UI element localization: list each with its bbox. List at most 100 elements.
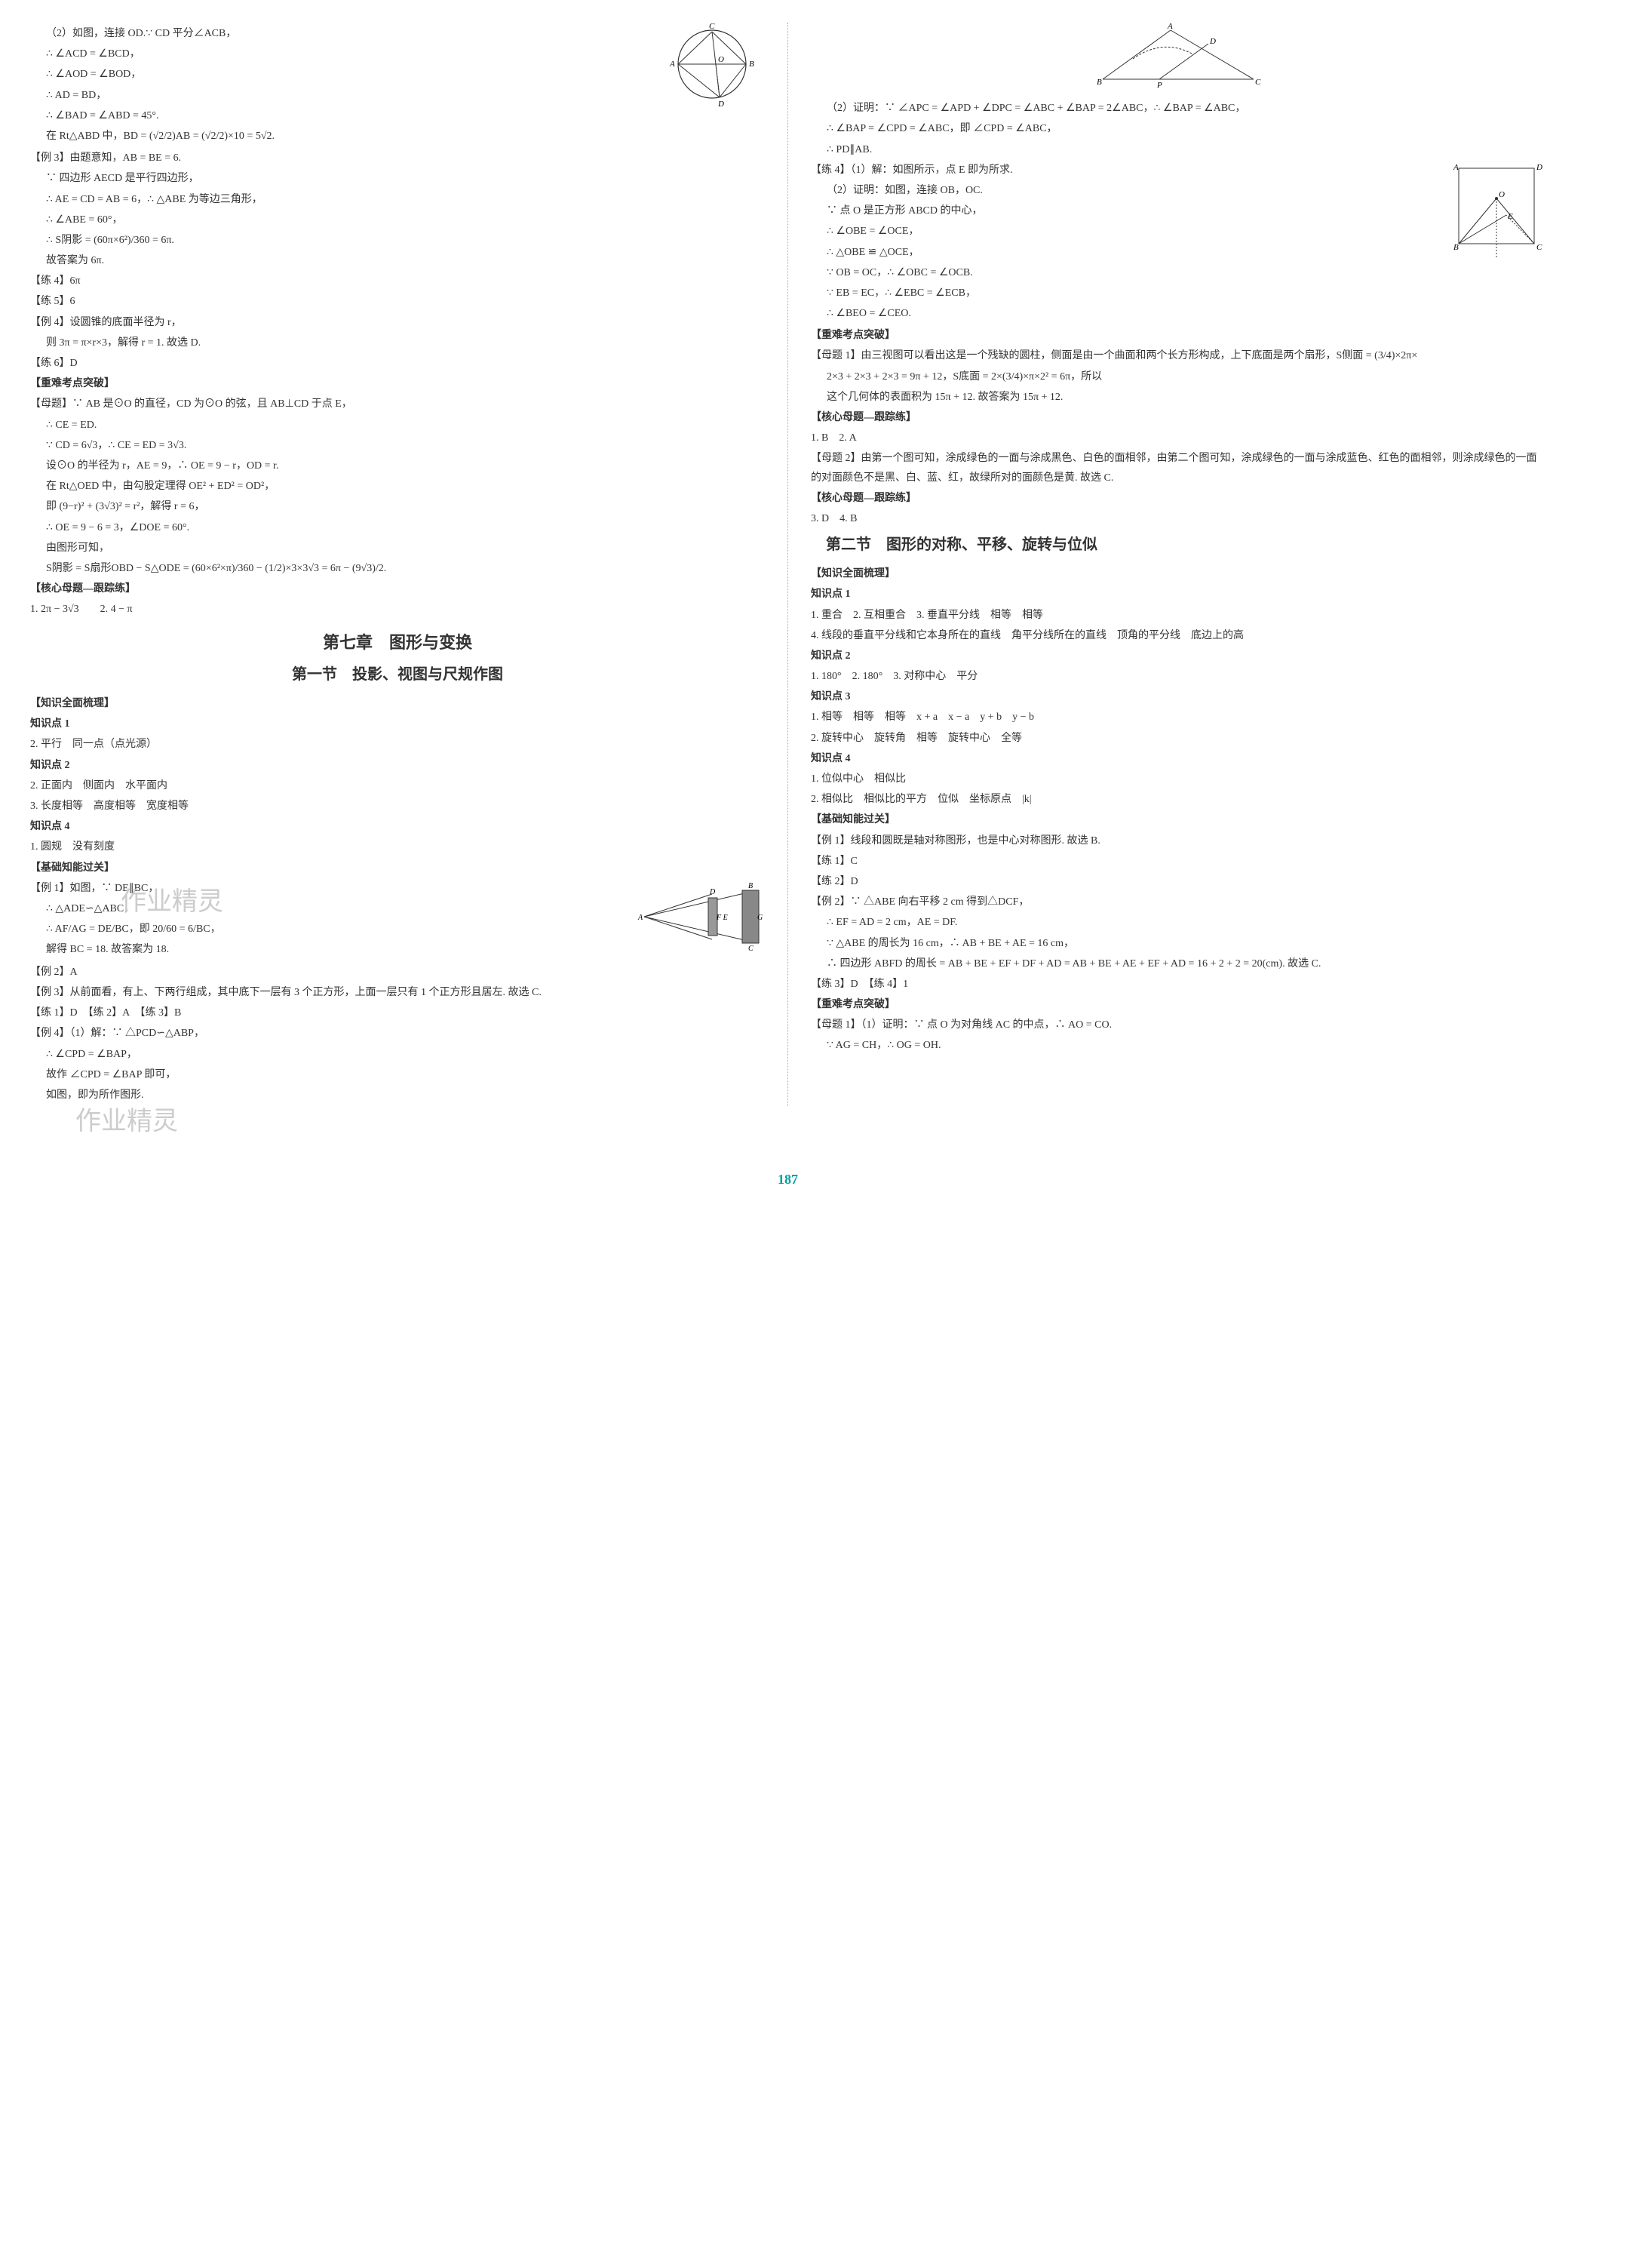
section-title: 第一节 投影、视图与尺规作图 bbox=[30, 661, 765, 688]
svg-text:A: A bbox=[637, 914, 643, 922]
example-2: 【例 2】∵ △ABE 向右平移 2 cm 得到△DCF， bbox=[811, 893, 1545, 911]
text: ∴ ∠BAD = ∠ABD = 45°. bbox=[46, 106, 765, 125]
text: 则 3π = π×r×3，解得 r = 1. 故选 D. bbox=[46, 333, 765, 352]
square-diagram: A D B C O E bbox=[1447, 161, 1545, 273]
text: ∴ AD = BD， bbox=[46, 86, 765, 105]
text: ∴ EF = AD = 2 cm，AE = DF. bbox=[827, 913, 1545, 932]
text: ∴ ∠BAP = ∠CPD = ∠ABC，即 ∠CPD = ∠ABC， bbox=[827, 119, 1545, 138]
svg-text:C: C bbox=[709, 23, 715, 31]
text: （2）如图，连接 OD.∵ CD 平分∠ACB， bbox=[46, 24, 765, 43]
section-heading: 【知识全面梳理】 bbox=[811, 564, 1545, 583]
text: 故答案为 6π. bbox=[46, 251, 765, 270]
text: 2. 旋转中心 旋转角 相等 旋转中心 全等 bbox=[811, 729, 1545, 748]
svg-text:A: A bbox=[1167, 23, 1173, 31]
text: ∵ EB = EC，∴ ∠EBC = ∠ECB， bbox=[827, 284, 1545, 303]
text: ∴ ∠OBE = ∠OCE， bbox=[827, 222, 1545, 241]
text: S阴影 = S扇形OBD − S△ODE = (60×6²×π)/360 − (… bbox=[46, 559, 765, 578]
practice-3-4: 【练 3】D 【练 4】1 bbox=[811, 975, 1545, 994]
text: 即 (9−r)² + (3√3)² = r²，解得 r = 6， bbox=[46, 497, 765, 516]
text: ∴ ∠BEO = ∠CEO. bbox=[827, 304, 1545, 323]
knowledge-point: 知识点 2 bbox=[30, 756, 765, 775]
section-heading: 【重难考点突破】 bbox=[811, 326, 1545, 345]
knowledge-point: 知识点 1 bbox=[811, 585, 1545, 604]
answers: 1. B 2. A bbox=[811, 429, 1545, 447]
text: 3. 长度相等 高度相等 宽度相等 bbox=[30, 797, 765, 816]
text: 故作 ∠CPD = ∠BAP 即可， bbox=[46, 1065, 765, 1084]
svg-text:A: A bbox=[669, 60, 675, 69]
circle-diagram: C A B D O bbox=[659, 23, 765, 120]
mother-problem-1: 【母题 1】由三视图可以看出这是一个残缺的圆柱，侧面是由一个曲面和两个长方形构成… bbox=[811, 346, 1545, 365]
practice-1: 【练 1】C bbox=[811, 852, 1545, 871]
column-divider bbox=[787, 23, 788, 1106]
section-heading: 【重难考点突破】 bbox=[30, 374, 765, 393]
svg-text:B: B bbox=[749, 60, 754, 69]
svg-text:F E: F E bbox=[716, 914, 728, 922]
knowledge-point: 知识点 2 bbox=[811, 647, 1545, 665]
svg-text:E: E bbox=[1507, 212, 1513, 221]
svg-text:O: O bbox=[1499, 190, 1505, 199]
text: 在 Rt△ABD 中，BD = (√2/2)AB = (√2/2)×10 = 5… bbox=[46, 127, 765, 146]
text: （2）证明：∵ ∠APC = ∠APD + ∠DPC = ∠ABC + ∠BAP… bbox=[827, 99, 1545, 118]
section-heading: 【知识全面梳理】 bbox=[30, 694, 765, 713]
text: 2. 平行 同一点（点光源） bbox=[30, 735, 765, 754]
text: ∴ ∠ACD = ∠BCD， bbox=[46, 45, 765, 63]
right-column: A D B P C （2）证明：∵ ∠APC = ∠APD + ∠DPC = ∠… bbox=[811, 23, 1545, 1106]
svg-text:D: D bbox=[1536, 163, 1542, 172]
svg-text:B: B bbox=[1097, 78, 1102, 87]
text: ∴ AE = CD = AB = 6，∴ △ABE 为等边三角形， bbox=[46, 190, 765, 209]
triangle-diagram: A D B P C bbox=[811, 23, 1545, 97]
svg-text:C: C bbox=[1536, 243, 1542, 252]
chapter-title: 第七章 图形与变换 bbox=[30, 628, 765, 658]
text: ∵ 点 O 是正方形 ABCD 的中心， bbox=[827, 201, 1545, 220]
section-heading: 【核心母题—跟踪练】 bbox=[811, 408, 1545, 427]
svg-text:C: C bbox=[748, 945, 754, 953]
answers: 3. D 4. B bbox=[811, 509, 1545, 528]
text: 1. 圆规 没有刻度 bbox=[30, 837, 765, 856]
text: ∴ PD∥AB. bbox=[827, 140, 1545, 159]
text: ∵ OB = OC，∴ ∠OBC = ∠OCB. bbox=[827, 263, 1545, 282]
text: 2. 相似比 相似比的平方 位似 坐标原点 |k| bbox=[811, 790, 1545, 809]
example-3b: 【例 3】从前面看，有上、下两行组成，其中底下一层有 3 个正方形，上面一层只有… bbox=[30, 983, 765, 1002]
svg-text:C: C bbox=[1255, 78, 1261, 87]
practice-4: 【练 4】（1）解：如图所示，点 E 即为所求. bbox=[811, 161, 1545, 180]
text: ∵ △ABE 的周长为 16 cm，∴ AB + BE + AE = 16 cm… bbox=[827, 934, 1545, 953]
text: ∵ AG = CH，∴ OG = OH. bbox=[827, 1036, 1545, 1055]
example-2: 【例 2】A bbox=[30, 963, 765, 982]
svg-text:P: P bbox=[1156, 81, 1162, 90]
text: 在 Rt△OED 中，由勾股定理得 OE² + ED² = OD²， bbox=[46, 477, 765, 496]
practice-6: 【练 6】D bbox=[30, 354, 765, 373]
page-container: C A B D O （2）如图，连接 OD.∵ CD 平分∠ACB， ∴ ∠AC… bbox=[30, 23, 1545, 1106]
text: ∴ OE = 9 − 6 = 3，∠DOE = 60°. bbox=[46, 518, 765, 537]
text: ∴ CE = ED. bbox=[46, 416, 765, 435]
text: 这个几何体的表面积为 15π + 12. 故答案为 15π + 12. bbox=[827, 388, 1545, 407]
mother-problem: 【母题】∵ AB 是⊙O 的直径，CD 为⊙O 的弦，且 AB⊥CD 于点 E， bbox=[30, 395, 765, 413]
text: 1. 180° 2. 180° 3. 对称中心 平分 bbox=[811, 667, 1545, 686]
projection-diagram: A D F E G B C bbox=[637, 879, 765, 961]
mother-problem-1b: 【母题 1】（1）证明：∵ 点 O 为对角线 AC 的中点，∴ AO = CO. bbox=[811, 1016, 1545, 1034]
text: 2. 正面内 侧面内 水平面内 bbox=[30, 776, 765, 795]
svg-text:G: G bbox=[757, 914, 763, 922]
practice-4: 【练 4】6π bbox=[30, 272, 765, 290]
example-4: 【例 4】设圆锥的底面半径为 r， bbox=[30, 313, 765, 332]
svg-text:B: B bbox=[748, 882, 753, 890]
svg-text:D: D bbox=[717, 100, 724, 109]
text: 4. 线段的垂直平分线和它本身所在的直线 角平分线所在的直线 顶角的平分线 底边… bbox=[811, 626, 1545, 645]
text: 2×3 + 2×3 + 2×3 = 9π + 12，S底面 = 2×(3/4)×… bbox=[827, 367, 1545, 386]
text: ∵ CD = 6√3，∴ CE = ED = 3√3. bbox=[46, 436, 765, 455]
example-1: 【例 1】线段和圆既是轴对称图形，也是中心对称图形. 故选 B. bbox=[811, 831, 1545, 850]
knowledge-point: 知识点 3 bbox=[811, 687, 1545, 706]
text: ∴ S阴影 = (60π×6²)/360 = 6π. bbox=[46, 231, 765, 250]
text: ∵ 四边形 AECD 是平行四边形， bbox=[46, 169, 765, 188]
example-3: 【例 3】由题意知，AB = BE = 6. bbox=[30, 149, 765, 167]
text: 设⊙O 的半径为 r，AE = 9，∴ OE = 9 − r，OD = r. bbox=[46, 456, 765, 475]
practice-1-3: 【练 1】D 【练 2】A 【练 3】B bbox=[30, 1003, 765, 1022]
svg-text:B: B bbox=[1453, 243, 1459, 252]
svg-text:O: O bbox=[718, 55, 724, 64]
section-heading: 【基础知能过关】 bbox=[30, 859, 765, 877]
text: ∴ 四边形 ABFD 的周长 = AB + BE + EF + DF + AD … bbox=[827, 954, 1545, 973]
watermark-bottom: 作业精灵 bbox=[75, 1099, 1591, 1145]
example-4b: 【例 4】（1）解：∵ △PCD∽△ABP， bbox=[30, 1024, 765, 1043]
watermark: 作业精灵 bbox=[121, 879, 223, 925]
text: 1. 重合 2. 互相重合 3. 垂直平分线 相等 相等 bbox=[811, 606, 1545, 625]
section-heading: 【核心母题—跟踪练】 bbox=[30, 579, 765, 598]
